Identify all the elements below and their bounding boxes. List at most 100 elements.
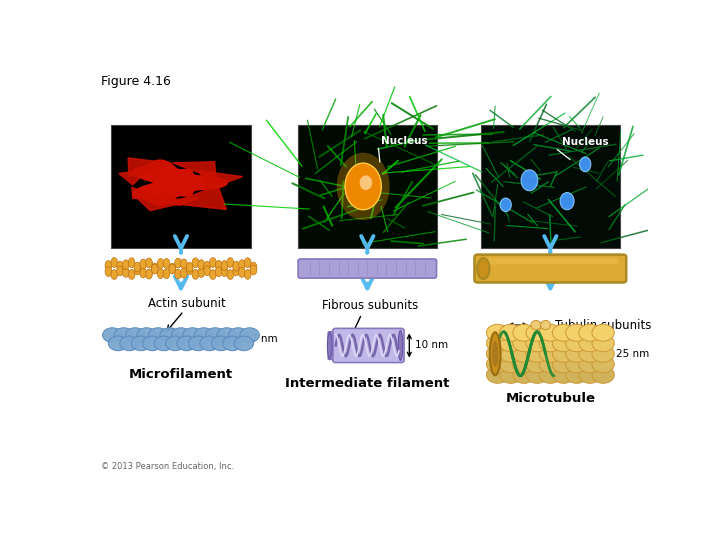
Ellipse shape bbox=[539, 335, 562, 352]
Ellipse shape bbox=[513, 356, 535, 373]
Ellipse shape bbox=[579, 324, 601, 341]
Ellipse shape bbox=[215, 267, 222, 276]
Ellipse shape bbox=[492, 341, 498, 367]
Ellipse shape bbox=[552, 366, 575, 383]
Ellipse shape bbox=[580, 157, 591, 172]
Ellipse shape bbox=[566, 324, 588, 341]
Ellipse shape bbox=[105, 267, 112, 276]
Ellipse shape bbox=[186, 262, 193, 272]
Ellipse shape bbox=[128, 258, 135, 268]
Ellipse shape bbox=[143, 336, 162, 350]
Text: © 2013 Pearson Education, Inc.: © 2013 Pearson Education, Inc. bbox=[101, 462, 234, 471]
Ellipse shape bbox=[175, 258, 181, 268]
Text: Nucleus: Nucleus bbox=[562, 137, 608, 147]
Ellipse shape bbox=[552, 356, 575, 373]
Text: 25 nm: 25 nm bbox=[616, 349, 649, 359]
Polygon shape bbox=[132, 187, 161, 200]
Text: Actin subunit: Actin subunit bbox=[148, 297, 225, 310]
Ellipse shape bbox=[552, 345, 575, 362]
Ellipse shape bbox=[328, 333, 332, 358]
Ellipse shape bbox=[210, 269, 216, 279]
Ellipse shape bbox=[157, 269, 164, 279]
Text: Figure 4.16: Figure 4.16 bbox=[101, 75, 171, 88]
Ellipse shape bbox=[148, 328, 168, 342]
Ellipse shape bbox=[211, 336, 230, 350]
Ellipse shape bbox=[552, 335, 575, 352]
Ellipse shape bbox=[238, 260, 246, 269]
Ellipse shape bbox=[234, 336, 253, 350]
Ellipse shape bbox=[592, 335, 614, 352]
Ellipse shape bbox=[579, 366, 601, 383]
Ellipse shape bbox=[151, 264, 158, 274]
Ellipse shape bbox=[221, 261, 228, 271]
Ellipse shape bbox=[228, 328, 248, 342]
Ellipse shape bbox=[134, 265, 141, 275]
Ellipse shape bbox=[120, 336, 139, 350]
Ellipse shape bbox=[169, 264, 176, 273]
Ellipse shape bbox=[151, 263, 158, 273]
Ellipse shape bbox=[526, 345, 549, 362]
Ellipse shape bbox=[592, 345, 614, 362]
Ellipse shape bbox=[137, 328, 156, 342]
Ellipse shape bbox=[244, 258, 251, 268]
Ellipse shape bbox=[487, 366, 509, 383]
FancyBboxPatch shape bbox=[481, 125, 620, 248]
Ellipse shape bbox=[145, 269, 153, 279]
Ellipse shape bbox=[160, 328, 179, 342]
Text: Intermediate filament: Intermediate filament bbox=[285, 377, 449, 390]
Ellipse shape bbox=[171, 328, 191, 342]
Ellipse shape bbox=[198, 260, 204, 269]
Ellipse shape bbox=[513, 366, 535, 383]
Ellipse shape bbox=[487, 324, 509, 341]
FancyBboxPatch shape bbox=[297, 125, 437, 248]
Ellipse shape bbox=[500, 366, 522, 383]
Ellipse shape bbox=[175, 269, 181, 279]
Ellipse shape bbox=[487, 335, 509, 352]
Text: 10 nm: 10 nm bbox=[415, 340, 448, 350]
Ellipse shape bbox=[238, 267, 246, 278]
FancyBboxPatch shape bbox=[474, 254, 626, 282]
Ellipse shape bbox=[566, 345, 588, 362]
Ellipse shape bbox=[140, 259, 147, 269]
Ellipse shape bbox=[122, 260, 129, 269]
Ellipse shape bbox=[566, 366, 588, 383]
Ellipse shape bbox=[125, 328, 145, 342]
Ellipse shape bbox=[345, 163, 382, 210]
Ellipse shape bbox=[233, 266, 240, 276]
Ellipse shape bbox=[521, 170, 538, 191]
Ellipse shape bbox=[181, 259, 187, 269]
Ellipse shape bbox=[217, 328, 236, 342]
Ellipse shape bbox=[541, 321, 551, 329]
Ellipse shape bbox=[177, 336, 197, 350]
Ellipse shape bbox=[221, 267, 228, 276]
Ellipse shape bbox=[183, 328, 202, 342]
Text: Microtubule: Microtubule bbox=[505, 392, 595, 405]
Ellipse shape bbox=[204, 266, 210, 276]
Ellipse shape bbox=[163, 269, 170, 279]
Ellipse shape bbox=[539, 356, 562, 373]
Ellipse shape bbox=[552, 324, 575, 341]
Ellipse shape bbox=[227, 269, 233, 279]
Ellipse shape bbox=[128, 269, 135, 279]
Ellipse shape bbox=[539, 345, 562, 362]
Ellipse shape bbox=[566, 356, 588, 373]
Ellipse shape bbox=[198, 268, 204, 278]
Ellipse shape bbox=[131, 336, 150, 350]
Polygon shape bbox=[173, 161, 216, 179]
Polygon shape bbox=[133, 160, 228, 205]
Ellipse shape bbox=[192, 258, 199, 268]
Ellipse shape bbox=[250, 265, 257, 275]
Ellipse shape bbox=[539, 324, 562, 341]
Ellipse shape bbox=[531, 321, 541, 329]
FancyBboxPatch shape bbox=[298, 259, 436, 278]
Text: Microfilament: Microfilament bbox=[129, 368, 233, 381]
Ellipse shape bbox=[166, 336, 185, 350]
FancyBboxPatch shape bbox=[328, 332, 339, 360]
Ellipse shape bbox=[140, 268, 147, 278]
Ellipse shape bbox=[500, 345, 522, 362]
Ellipse shape bbox=[579, 345, 601, 362]
Ellipse shape bbox=[487, 345, 509, 362]
Ellipse shape bbox=[579, 356, 601, 373]
Ellipse shape bbox=[526, 335, 549, 352]
FancyBboxPatch shape bbox=[111, 125, 251, 248]
